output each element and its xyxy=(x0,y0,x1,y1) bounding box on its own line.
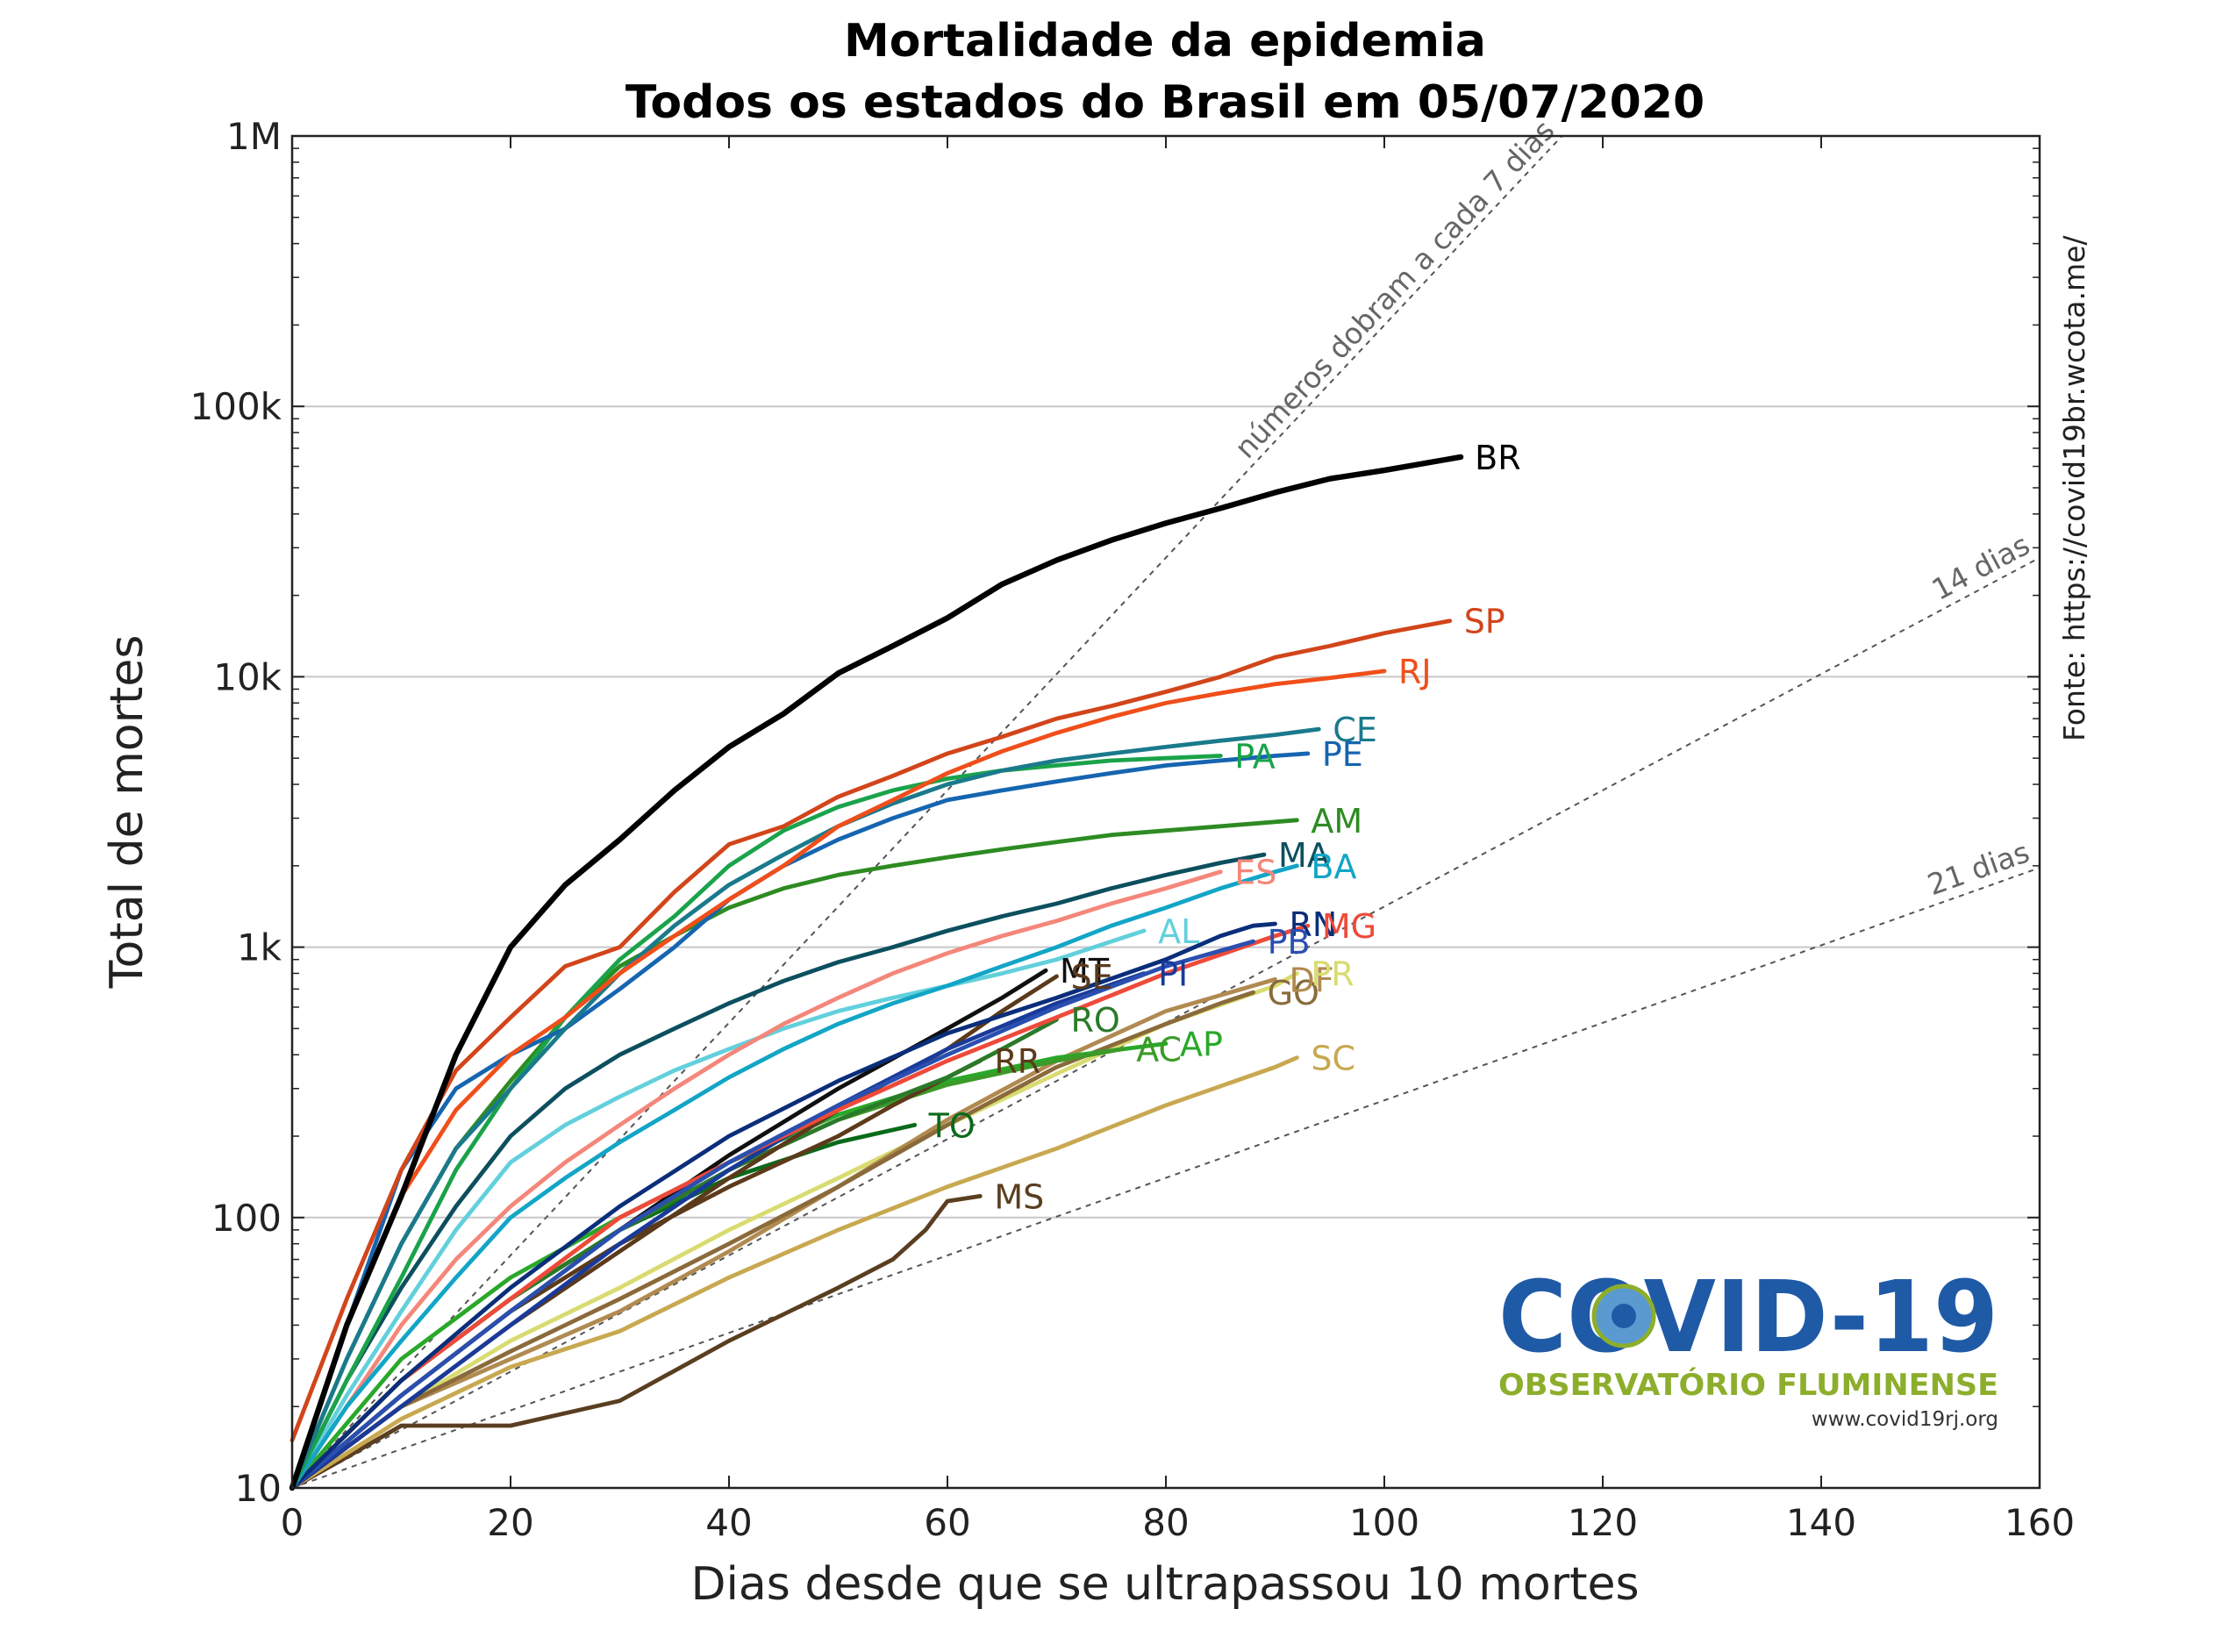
series-label-es: ES xyxy=(1234,854,1276,892)
reference-line-label: 21 dias xyxy=(1923,834,2033,902)
x-tick-label: 100 xyxy=(1349,1501,1419,1544)
reference-line-label: 14 dias xyxy=(1926,527,2035,607)
series-label-pi: PI xyxy=(1158,955,1188,993)
series-line-pe xyxy=(289,751,1311,1491)
y-tick-label: 100k xyxy=(190,385,282,428)
x-tick-label: 20 xyxy=(487,1501,533,1544)
series-label-go: GO xyxy=(1268,974,1319,1012)
logo-title: COVID-19 xyxy=(1498,1261,1998,1375)
reference-line xyxy=(291,867,2041,1489)
x-tick-label: 140 xyxy=(1786,1501,1856,1544)
y-tick-label: 1k xyxy=(237,926,282,969)
series-line-df xyxy=(289,976,1277,1491)
y-axis-label: Total de mortes xyxy=(101,635,154,990)
series-label-ms: MS xyxy=(994,1177,1044,1216)
logo-subtitle: OBSERVATÓRIO FLUMINENSE xyxy=(1498,1367,1998,1403)
series-line-es xyxy=(289,869,1223,1491)
x-tick-label: 80 xyxy=(1142,1501,1189,1544)
source-note: Fonte: https://covid19br.wcota.me/ xyxy=(2057,235,2091,741)
series-label-ap: AP xyxy=(1180,1025,1223,1063)
series-label-df: DF xyxy=(1290,961,1334,999)
series-label-ba: BA xyxy=(1311,847,1356,886)
series-label-ac: AC xyxy=(1136,1031,1182,1069)
series-label-ma: MA xyxy=(1278,836,1330,875)
series-label-rj: RJ xyxy=(1398,653,1432,691)
series-label-se: SE xyxy=(1071,958,1113,997)
x-axis-label: Dias desde que se ultrapassou 10 mortes xyxy=(690,1558,1639,1611)
series-label-am: AM xyxy=(1311,802,1362,840)
series-label-rr: RR xyxy=(994,1042,1040,1081)
x-tick-label: 160 xyxy=(2005,1501,2075,1544)
gridlines xyxy=(292,405,2040,1219)
axis-ticks: 10 100 1k 10k 100k 1M 0 20 40 60 80 100 120 140 160 xyxy=(190,115,2076,1544)
series-line-mg xyxy=(289,923,1311,1491)
series-line-rn xyxy=(289,921,1277,1491)
y-tick-label: 10 xyxy=(235,1467,282,1510)
series-line-al xyxy=(289,928,1147,1491)
series-label-pe: PE xyxy=(1322,735,1363,774)
virus-icon xyxy=(1591,1284,1656,1348)
series-label-pa: PA xyxy=(1234,738,1275,776)
reference-line-label: números dobram a cada 7 dias xyxy=(1228,113,1562,465)
logo-url: www.covid19rj.org xyxy=(1812,1408,1998,1431)
series-line-br xyxy=(289,454,1464,1491)
series-line-sp xyxy=(289,619,1453,1443)
series-line-pa xyxy=(289,754,1223,1491)
y-tick-label: 100 xyxy=(211,1197,282,1240)
series-label-pr: PR xyxy=(1311,955,1354,993)
series-line-mt xyxy=(289,968,1048,1491)
series-line-ba xyxy=(289,863,1299,1491)
series-line-ce xyxy=(289,726,1321,1491)
covid19-logo: COVID-19 OBSERVATÓRIO FLUMINENSE www.cov… xyxy=(1498,1261,1998,1431)
series-line-ms xyxy=(289,1194,983,1491)
series-line-rj xyxy=(289,669,1387,1491)
series-line-ma xyxy=(289,852,1267,1491)
y-tick-label: 10k xyxy=(213,655,282,698)
series-label-al: AL xyxy=(1158,912,1199,951)
chart-title-line-1: Mortalidade da epidemia xyxy=(844,15,1486,68)
series-label-to: TO xyxy=(928,1106,976,1145)
series-label-ce: CE xyxy=(1333,711,1377,749)
x-tick-label: 40 xyxy=(705,1501,752,1544)
series-label-sc: SC xyxy=(1311,1040,1355,1078)
y-tick-label: 1M xyxy=(226,115,282,158)
x-tick-label: 120 xyxy=(1568,1501,1638,1544)
series-label-sp: SP xyxy=(1464,603,1505,641)
series-line-sc xyxy=(289,1055,1299,1491)
series-line-pi xyxy=(289,971,1147,1491)
reference-line xyxy=(291,135,1563,1489)
series-layer xyxy=(289,454,1464,1491)
series-line-ap xyxy=(289,1041,1169,1491)
series-label-ro: RO xyxy=(1071,1001,1120,1040)
series-label-rn: RN xyxy=(1290,905,1338,944)
chart-title-line-2: Todos os estados do Brasil em 05/07/2020 xyxy=(625,76,1705,129)
series-label-br: BR xyxy=(1475,439,1520,477)
series-label-mt: MT xyxy=(1060,952,1110,990)
series-label-mg: MG xyxy=(1322,907,1376,946)
x-tick-label: 60 xyxy=(924,1501,970,1544)
series-label-pb: PB xyxy=(1268,923,1311,962)
series-line-pb xyxy=(289,939,1255,1491)
x-tick-label: 0 xyxy=(281,1501,304,1544)
series-line-go xyxy=(289,990,1255,1491)
